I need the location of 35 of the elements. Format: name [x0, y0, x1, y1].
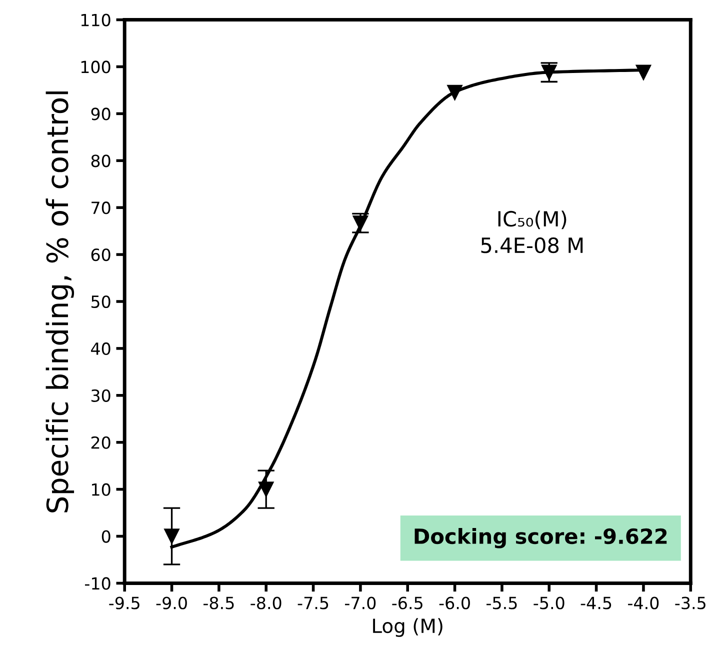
x-tick-label: -8.5 — [203, 596, 234, 610]
point — [258, 482, 274, 497]
x-tick-label: -5.0 — [534, 596, 564, 610]
x-tick-label: -4.0 — [628, 596, 659, 610]
x-tick-label: -5.5 — [486, 596, 517, 610]
x-tick-label: -7.0 — [345, 596, 376, 610]
y-tick-label: 60 — [91, 248, 110, 262]
annotation: Docking score: -9.622 — [414, 528, 667, 548]
y-tick-label: 80 — [91, 154, 110, 168]
y-tick-label: 50 — [91, 295, 110, 308]
point — [447, 84, 462, 100]
x-tick-label: -6.5 — [392, 596, 422, 610]
y-tick-label: 30 — [91, 389, 110, 402]
y-tick-label: 90 — [91, 108, 110, 120]
x-tick-label: -4.5 — [580, 596, 612, 610]
x-tick-label: -8.0 — [250, 596, 282, 610]
x-tick-label: -9.0 — [156, 596, 187, 610]
point — [164, 528, 180, 544]
point — [541, 64, 557, 80]
y-tick-label: 110 — [81, 14, 110, 26]
y-tick-label: 20 — [91, 436, 110, 449]
y-tick-label: 10 — [92, 483, 110, 496]
point — [636, 64, 652, 80]
x-tick-label: -6.0 — [439, 596, 470, 610]
x-tick-label: -7.5 — [298, 596, 328, 610]
y-axis-title: Specific binding, % of control — [46, 91, 74, 512]
y-tick-label: 70 — [92, 202, 110, 214]
annotation: IC₅₀(M) 5.4E-08 M — [481, 210, 583, 254]
x-axis-title: Log (M) — [373, 618, 442, 637]
x-tick-label: -9.5 — [109, 596, 140, 610]
y-tick-label: 0 — [102, 530, 110, 543]
y-tick-label: 40 — [91, 342, 110, 356]
x-tick-label: -3.5 — [675, 596, 706, 610]
y-tick-label: 100 — [81, 60, 110, 74]
y-tick-label: -10 — [85, 577, 110, 590]
